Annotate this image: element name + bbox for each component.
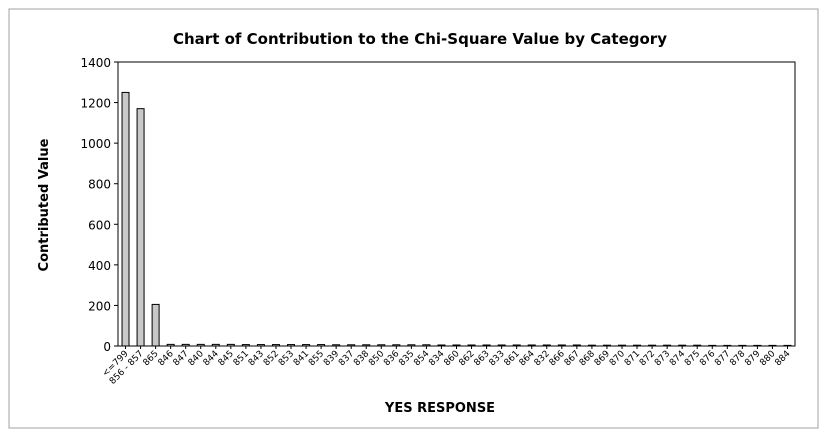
bar: [527, 344, 536, 347]
bar: [241, 344, 250, 347]
bar: [467, 344, 476, 347]
bar: [332, 344, 341, 347]
bar: [723, 344, 732, 347]
y-tick-label: 0: [103, 340, 111, 354]
bar: [377, 344, 386, 347]
bar: [693, 344, 702, 347]
bar: [226, 343, 235, 347]
bar: [437, 344, 446, 347]
bar: [166, 343, 175, 347]
bar: [422, 344, 431, 347]
bar: [663, 344, 672, 347]
bar: [768, 344, 777, 347]
bar: [738, 344, 747, 347]
bar: [633, 344, 642, 347]
bar: [136, 108, 145, 347]
bar: [302, 344, 311, 347]
bar: [256, 344, 265, 347]
bar: [678, 344, 687, 347]
bar: [407, 344, 416, 347]
chart-title: Chart of Contribution to the Chi-Square …: [173, 30, 667, 48]
bar: [392, 344, 401, 347]
bar: [617, 344, 626, 347]
bar: [708, 344, 717, 347]
bar: [211, 343, 220, 347]
y-tick-label: 800: [88, 178, 111, 192]
y-tick-label: 1200: [80, 97, 111, 111]
bar: [542, 344, 551, 347]
bar: [317, 344, 326, 347]
bar: [121, 91, 130, 347]
y-axis-title: Contributed Value: [37, 138, 52, 271]
bar: [196, 343, 205, 347]
bar: [587, 344, 596, 347]
bar: [452, 344, 461, 347]
bar: [557, 344, 566, 347]
y-tick-label: 400: [88, 259, 111, 273]
y-tick-label: 200: [88, 299, 111, 313]
bar: [648, 344, 657, 347]
bar: [482, 344, 491, 347]
y-tick-label: 1400: [80, 56, 111, 70]
x-axis-title: YES RESPONSE: [384, 401, 495, 416]
bar: [271, 344, 280, 347]
bar: [497, 344, 506, 347]
y-tick-label: 1000: [80, 137, 111, 151]
bar: [347, 344, 356, 347]
bar: [181, 343, 190, 347]
bar: [783, 344, 792, 347]
bar: [362, 344, 371, 347]
bar: [602, 344, 611, 347]
y-tick-label: 600: [88, 218, 111, 232]
bar: [151, 303, 160, 347]
bar: [753, 344, 762, 347]
bar: [512, 344, 521, 347]
bar: [287, 344, 296, 347]
bar: [572, 344, 581, 347]
